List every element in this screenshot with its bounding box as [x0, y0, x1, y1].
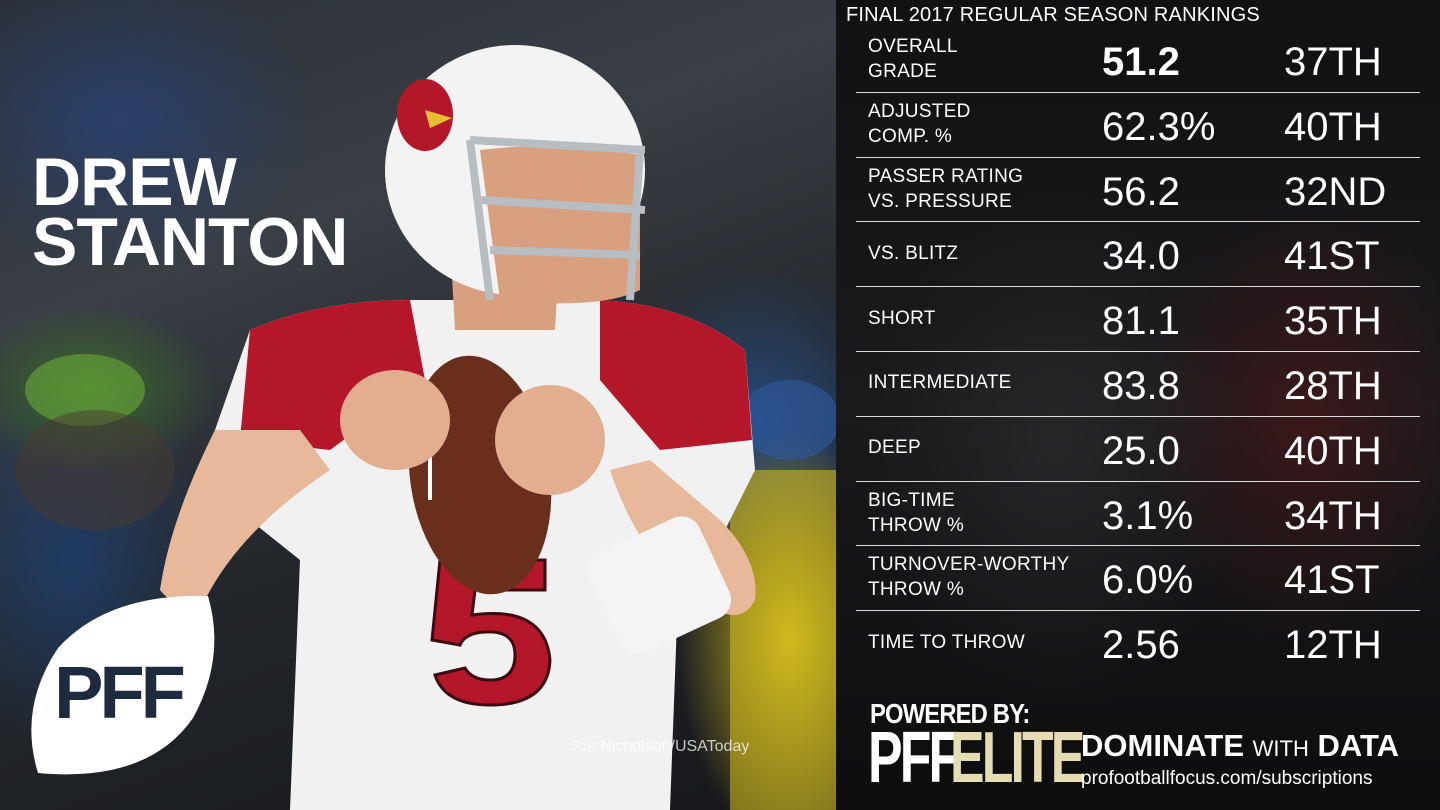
pff-elite-brand-elite: ELITE	[950, 718, 1085, 798]
stat-row: PASSER RATING VS. PRESSURE 56.2 32ND	[856, 158, 1420, 223]
tagline-dominate: DOMINATE	[1081, 728, 1245, 763]
stat-label: DEEP	[868, 437, 921, 459]
powered-by-label: POWERED BY:	[870, 698, 1030, 729]
player-last-name: STANTON	[32, 204, 348, 280]
stats-table: OVERALL GRADE 51.2 37TH ADJUSTED COMP. %…	[856, 28, 1420, 676]
stat-value: 34.0	[1102, 234, 1180, 279]
pff-logo-icon: PFF	[31, 595, 215, 775]
tagline: DOMINATE WITH DATA	[1081, 728, 1399, 764]
stat-label: OVERALL GRADE	[868, 36, 958, 82]
stat-label: BIG-TIME THROW %	[868, 489, 965, 536]
stat-value: 81.1	[1102, 299, 1180, 344]
stat-value: 83.8	[1102, 363, 1180, 408]
stats-panel: FINAL 2017 REGULAR SEASON RANKINGS OVERA…	[836, 0, 1440, 810]
stat-value: 2.56	[1102, 623, 1180, 668]
stat-rank: 35TH	[1284, 299, 1382, 344]
stat-value: 25.0	[1102, 428, 1180, 473]
stat-rank: 40TH	[1284, 104, 1382, 149]
pff-logo-text: PFF	[54, 651, 184, 734]
stat-label: INTERMEDIATE	[868, 372, 1012, 394]
stat-row: INTERMEDIATE 83.8 28TH	[856, 352, 1420, 417]
stat-value: 3.1%	[1102, 493, 1194, 538]
stat-label: TIME TO THROW	[868, 631, 1025, 653]
stat-row: OVERALL GRADE 51.2 37TH	[856, 28, 1420, 93]
stat-rank: 37TH	[1284, 40, 1382, 84]
stat-row: BIG-TIME THROW % 3.1% 34TH	[856, 482, 1420, 547]
player-illustration	[15, 45, 836, 810]
stat-label: PASSER RATING VS. PRESSURE	[868, 165, 1024, 212]
stat-value: 6.0%	[1102, 558, 1194, 603]
tagline-data: DATA	[1317, 728, 1399, 763]
stat-rank: 41ST	[1284, 234, 1380, 279]
stat-rank: 12TH	[1284, 623, 1382, 668]
stat-row: DEEP 25.0 40TH	[856, 417, 1420, 482]
stat-row: SHORT 81.1 35TH	[856, 287, 1420, 352]
photo-credit: Joe Nicholson/USAToday	[570, 738, 750, 755]
stat-row: VS. BLITZ 34.0 41ST	[856, 222, 1420, 288]
stat-rank: 40TH	[1284, 428, 1382, 473]
stat-value: 62.3%	[1102, 104, 1216, 149]
stat-rank: 32ND	[1284, 169, 1387, 214]
subscription-url[interactable]: profootballfocus.com/subscriptions	[1081, 768, 1373, 789]
stat-row: ADJUSTED COMP. % 62.3% 40TH	[856, 93, 1420, 158]
stat-label: TURNOVER-WORTHY THROW %	[868, 554, 1070, 601]
stat-rank: 41ST	[1284, 558, 1380, 603]
stat-rank: 28TH	[1284, 363, 1382, 408]
pff-elite-brand-pff: PFF	[868, 718, 960, 798]
stat-row: TIME TO THROW 2.56 12TH	[856, 611, 1420, 676]
player-photo: DREW STANTON PFF Joe Nicholson/USAToday	[0, 0, 836, 810]
player-name: DREW STANTON	[32, 144, 348, 280]
stat-label: VS. BLITZ	[868, 242, 959, 264]
player-first-name: DREW	[32, 144, 237, 220]
stat-label: SHORT	[868, 307, 936, 329]
stat-value: 56.2	[1102, 169, 1180, 214]
stat-value: 51.2	[1102, 40, 1180, 84]
panel-title: FINAL 2017 REGULAR SEASON RANKINGS	[846, 4, 1260, 26]
stat-row: TURNOVER-WORTHY THROW % 6.0% 41ST	[856, 546, 1420, 612]
stat-label: ADJUSTED COMP. %	[868, 100, 971, 147]
stat-rank: 34TH	[1284, 493, 1382, 538]
tagline-with: WITH	[1252, 736, 1309, 761]
